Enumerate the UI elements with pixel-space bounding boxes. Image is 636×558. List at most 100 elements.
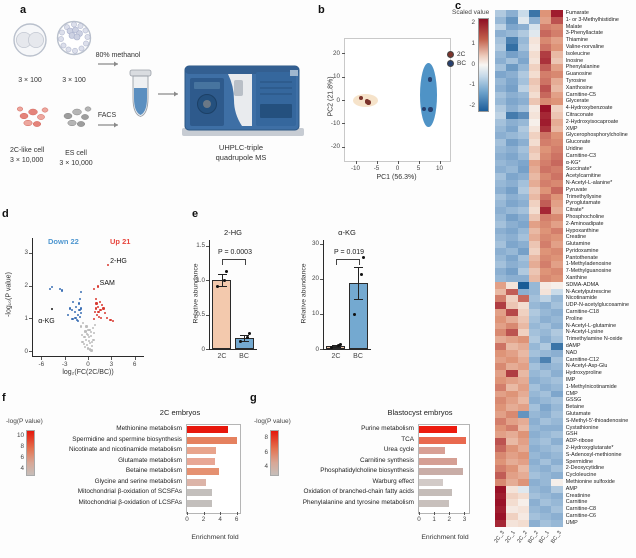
heatmap-row-label: N-Acetylputrescine bbox=[565, 288, 612, 295]
heatmap-row: Succinate* bbox=[495, 166, 629, 174]
heatmap-cell bbox=[540, 234, 552, 242]
heatmap-row-label: CMP bbox=[565, 390, 578, 397]
legend-tick-label: 8 bbox=[264, 433, 268, 441]
heatmap-cell bbox=[551, 404, 563, 412]
volcano-point bbox=[82, 322, 85, 325]
heatmap-cell bbox=[551, 465, 563, 473]
x-tick-label: 0 bbox=[185, 516, 189, 523]
heatmap-cell bbox=[528, 77, 541, 85]
heatmap-cell bbox=[528, 438, 541, 445]
enrichment-category-label: Methionine metabolism bbox=[116, 425, 182, 432]
y-tick-mark bbox=[29, 285, 32, 287]
heatmap-cell bbox=[506, 64, 518, 72]
heatmap-cell bbox=[506, 288, 518, 296]
data-point bbox=[223, 278, 227, 282]
heatmap-cell bbox=[540, 64, 552, 72]
heatmap-cell bbox=[506, 424, 518, 432]
heatmap-cell bbox=[540, 377, 552, 384]
heatmap-cell bbox=[517, 295, 529, 303]
heatmap-row: Hydroxyproline bbox=[495, 370, 629, 378]
heatmap-cell bbox=[495, 213, 507, 221]
heatmap-cell bbox=[495, 220, 507, 228]
heatmap-cell bbox=[495, 302, 507, 310]
volcano-annotation: SAM bbox=[99, 279, 115, 287]
heatmap-cell bbox=[495, 445, 507, 452]
heatmap-row: 2-Aminoadipate bbox=[495, 220, 629, 228]
heatmap-cell bbox=[540, 431, 552, 439]
volcano-point bbox=[80, 312, 83, 315]
y-tick-label: 20 bbox=[311, 275, 319, 283]
enrichment-bar bbox=[187, 457, 216, 465]
heatmap-row-label: 3-Phenyllactate bbox=[565, 30, 603, 37]
heatmap-cell bbox=[517, 431, 529, 439]
heatmap-row-label: GSH bbox=[565, 431, 578, 438]
heatmap-cell bbox=[517, 57, 529, 65]
heatmap-row-label: 1-Methyladenosine bbox=[565, 261, 612, 268]
heatmap-row: α-KG* bbox=[495, 159, 629, 167]
heatmap-cell bbox=[540, 220, 552, 228]
y-tick-label: 1 bbox=[24, 314, 28, 322]
enrichment-category-label: Glutamate metabolism bbox=[118, 456, 182, 464]
heatmap-row: UDP-N-acetylglucosamine bbox=[495, 302, 629, 310]
volcano-point bbox=[100, 316, 103, 319]
enrichment-category-label: Urea cycle bbox=[383, 446, 414, 453]
heatmap-cell bbox=[551, 16, 563, 24]
volcano-point bbox=[77, 319, 80, 322]
heatmap-cell bbox=[540, 519, 552, 527]
data-point bbox=[339, 342, 343, 346]
heatmap-row-label: 2-Hydroxyisocaproate bbox=[565, 118, 619, 125]
heatmap-cell bbox=[495, 383, 507, 391]
heatmap-cell bbox=[495, 424, 507, 432]
volcano-point bbox=[48, 287, 51, 290]
heatmap-cell bbox=[540, 472, 552, 479]
enrichment-category-label: Phosphatidylcholine biosynthesis bbox=[320, 467, 414, 474]
pca-point bbox=[421, 106, 427, 112]
heatmap-row: 1- or 3-Methylhistidine bbox=[495, 16, 629, 24]
heatmap-row: GSSG bbox=[495, 397, 629, 405]
volcano-point bbox=[75, 305, 78, 308]
heatmap-row-label: Phenylalanine bbox=[565, 64, 600, 71]
pca-point bbox=[365, 99, 370, 104]
heatmap-cell bbox=[495, 322, 507, 330]
heatmap-cell bbox=[506, 506, 518, 513]
heatmap-cell bbox=[528, 309, 541, 316]
x-tick-label: 6 bbox=[132, 361, 137, 368]
heatmap-row: 2-Deoxycytidine bbox=[495, 465, 629, 473]
volcano-point bbox=[93, 331, 96, 335]
y-axis-line bbox=[32, 238, 33, 357]
heatmap-cell bbox=[506, 499, 518, 507]
heatmap-cell bbox=[540, 336, 552, 344]
y-tick-label: 0.5 bbox=[196, 311, 205, 318]
heatmap-cell bbox=[517, 71, 529, 78]
x-tick-label: 10 bbox=[435, 165, 443, 172]
volcano-point bbox=[92, 317, 95, 321]
heatmap-cell bbox=[506, 445, 518, 452]
enrichment-category-label: Mitochondrial β-oxidation of LCSFAs bbox=[78, 498, 183, 506]
y-tick-label: 10 bbox=[332, 73, 340, 81]
heatmap-row-label: Pantothenate bbox=[565, 254, 598, 261]
heatmap-row: Pyruvate bbox=[495, 186, 629, 194]
heatmap-cell bbox=[540, 261, 552, 269]
y-tick-mark bbox=[320, 243, 323, 245]
heatmap-cell bbox=[528, 179, 541, 187]
x-tick-label: 3 bbox=[109, 361, 114, 368]
heatmap-row-label: Gluconate bbox=[565, 139, 591, 146]
heatmap-cell bbox=[551, 118, 563, 126]
heatmap-row: Pyridoxamine bbox=[495, 247, 629, 255]
heatmap-cell bbox=[528, 50, 541, 58]
heatmap-row: Inosine bbox=[495, 57, 629, 65]
heatmap-cell bbox=[540, 91, 552, 99]
heatmap-cell bbox=[506, 336, 518, 344]
heatmap-cell bbox=[506, 213, 518, 221]
y-tick-label: 0 bbox=[315, 345, 319, 353]
heatmap-row: Proline bbox=[495, 315, 629, 323]
heatmap-cell bbox=[495, 485, 507, 493]
error-bar-line bbox=[244, 334, 246, 342]
volcano-point bbox=[102, 307, 105, 310]
heatmap-cell bbox=[528, 261, 541, 269]
heatmap-cell bbox=[506, 295, 518, 303]
heatmap-row: Valine-norvaline bbox=[495, 43, 629, 51]
heatmap-cell bbox=[506, 383, 518, 391]
heatmap-cell bbox=[551, 200, 563, 208]
heatmap-cell bbox=[551, 152, 563, 160]
